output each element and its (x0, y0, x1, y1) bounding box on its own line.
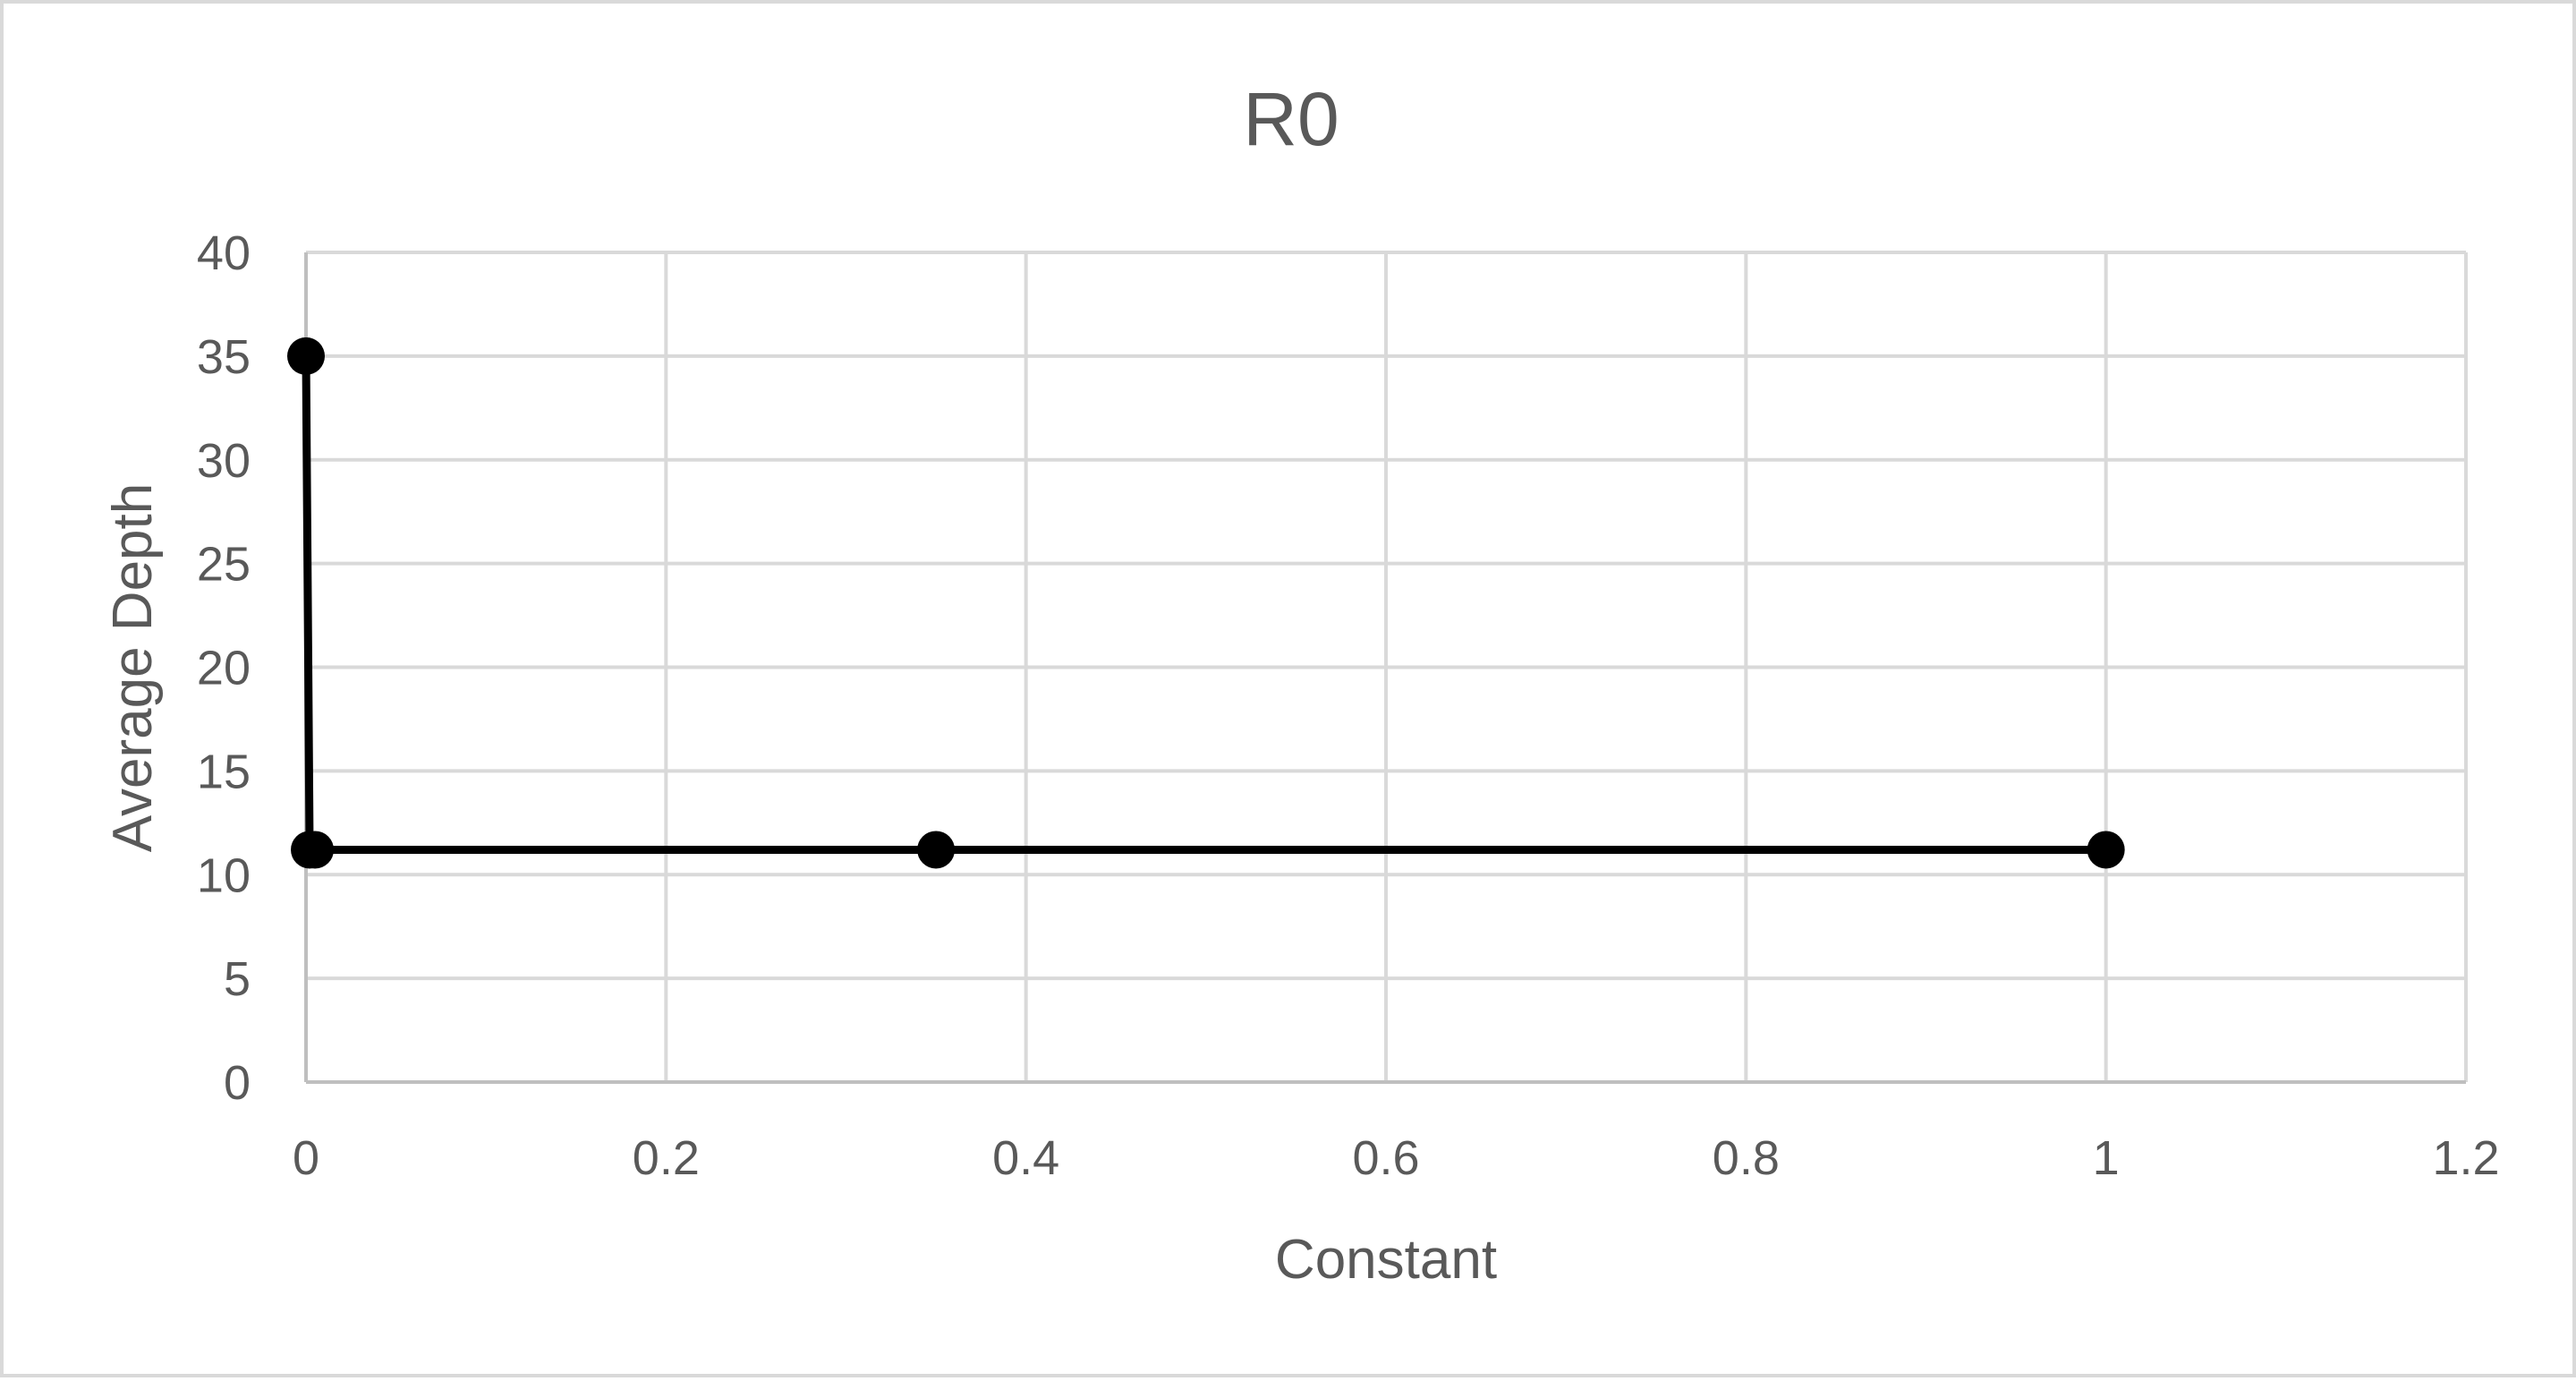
series-group (287, 337, 2125, 869)
y-tick-label: 10 (197, 848, 251, 902)
data-point (917, 831, 956, 869)
x-tick-label: 0.6 (1352, 1131, 1419, 1185)
x-axis-title: Constant (1275, 1229, 1497, 1291)
y-tick-label: 20 (197, 642, 251, 695)
y-tick-label: 15 (197, 745, 251, 798)
y-tick-label: 30 (197, 434, 251, 488)
y-tick-label: 0 (224, 1056, 251, 1110)
data-point (2087, 831, 2125, 869)
x-tick-label: 1.2 (2432, 1131, 2499, 1185)
chart-svg: R0 0 0.2 0.4 0.6 0.8 1 1.2 0 5 10 15 20 25 30 35 40 Co… (102, 77, 2500, 1291)
y-tick-labels: 0 5 10 15 20 25 30 35 40 (197, 226, 251, 1110)
x-tick-label: 1 (2093, 1131, 2120, 1185)
x-tick-label: 0.4 (992, 1131, 1059, 1185)
y-axis-title: Average Depth (102, 483, 164, 852)
y-tick-label: 40 (197, 226, 251, 280)
data-point (287, 337, 325, 375)
y-tick-label: 35 (197, 330, 251, 384)
x-tick-label: 0.2 (633, 1131, 700, 1185)
chart-title: R0 (1243, 77, 1339, 161)
y-tick-label: 5 (224, 952, 251, 1006)
series-line (302, 355, 2106, 854)
x-tick-label: 0 (293, 1131, 319, 1185)
y-tick-label: 25 (197, 538, 251, 592)
data-point (296, 831, 335, 869)
x-tick-label: 0.8 (1713, 1131, 1780, 1185)
horizontal-gridlines (306, 251, 2466, 981)
x-tick-labels: 0 0.2 0.4 0.6 0.8 1 1.2 (293, 1131, 2500, 1185)
